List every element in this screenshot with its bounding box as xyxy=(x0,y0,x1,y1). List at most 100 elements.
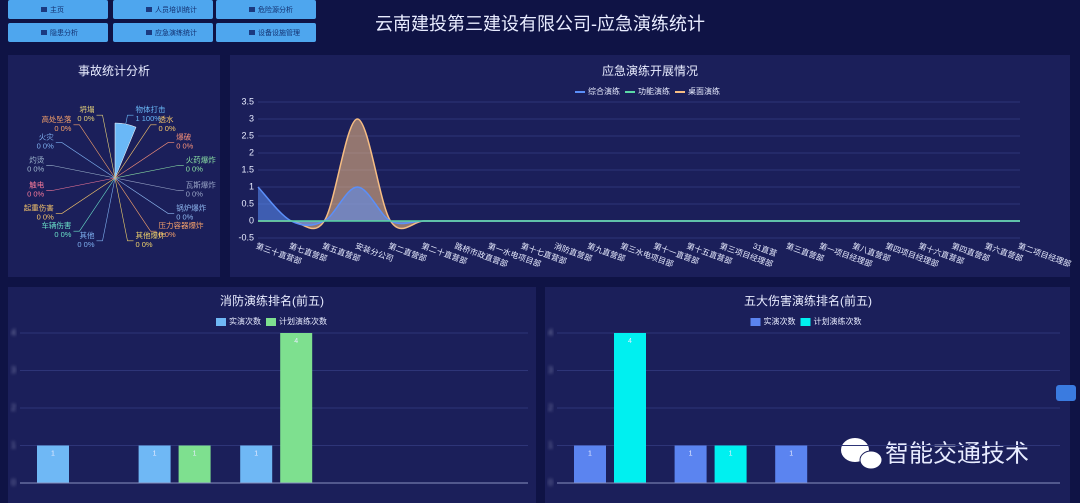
slice-label: 车辆伤害 xyxy=(41,220,71,230)
y-tick-label: -0.5 xyxy=(238,232,254,242)
slice-label: 锅炉爆炸 xyxy=(176,203,206,213)
bar-value: 1 xyxy=(51,450,55,457)
y-tick-label: 2.5 xyxy=(241,130,254,140)
panel-title: 应急演练开展情况 xyxy=(602,63,698,78)
slice-value: 0 0% xyxy=(27,164,44,173)
slice-value: 0 0% xyxy=(176,213,193,222)
label-line xyxy=(114,165,184,179)
bar xyxy=(280,333,313,483)
nav-label[interactable]: 人员培训统计 xyxy=(155,5,197,14)
legend-symbol xyxy=(800,318,811,326)
legend-symbol xyxy=(216,318,226,326)
y-tick-label: 3 xyxy=(548,365,553,375)
slice-label: 灼烫 xyxy=(29,154,44,164)
nav-label[interactable]: 主页 xyxy=(50,5,64,14)
label-line xyxy=(114,124,157,179)
y-tick-label: 4 xyxy=(548,327,553,337)
wechat-icon xyxy=(859,450,883,470)
y-tick-label: 1 xyxy=(11,440,16,450)
y-tick-label: 1.5 xyxy=(241,164,254,174)
slice-value: 0 0% xyxy=(77,240,94,249)
slice-label: 压力容器爆炸 xyxy=(159,220,204,230)
bar xyxy=(574,445,606,483)
nav-label[interactable]: 设备设施管理 xyxy=(258,28,300,37)
slice-label: 火药爆炸 xyxy=(186,154,216,164)
nav-icon xyxy=(249,7,255,12)
panel-title: 消防演练排名(前五) xyxy=(220,293,324,308)
slice-value: 0 0% xyxy=(37,141,54,150)
nav-button[interactable] xyxy=(216,23,316,42)
y-tick-label: 0 xyxy=(548,477,553,487)
y-tick-label: 3.5 xyxy=(241,96,254,106)
nav-button[interactable] xyxy=(216,0,316,19)
nav-label[interactable]: 隐患分析 xyxy=(50,28,78,37)
nav-icon xyxy=(146,30,152,35)
bar-value: 4 xyxy=(294,338,298,345)
panel xyxy=(8,55,220,277)
label-line xyxy=(46,165,116,179)
y-tick-label: 3 xyxy=(249,113,254,123)
nav-label[interactable]: 危险源分析 xyxy=(258,5,293,14)
slice-value: 0 0% xyxy=(37,213,54,222)
nav-label[interactable]: 应急演练统计 xyxy=(155,28,197,37)
y-tick-label: 1 xyxy=(249,181,254,191)
y-tick-label: 1 xyxy=(548,440,553,450)
nav-icon xyxy=(146,7,152,12)
slice-value: 0 0% xyxy=(186,164,203,173)
bar xyxy=(178,445,211,483)
panel-title: 五大伤害演练排名(前五) xyxy=(744,293,872,308)
legend-label: 计划演练次数 xyxy=(814,316,862,326)
legend-label: 综合演练 xyxy=(588,86,620,96)
nav-button[interactable] xyxy=(113,0,213,19)
slice-label: 瓦斯爆炸 xyxy=(186,179,216,189)
slice-label: 爆破 xyxy=(176,131,191,141)
legend-label: 计划演练次数 xyxy=(279,316,327,326)
label-line xyxy=(114,114,134,179)
label-line xyxy=(114,177,157,232)
nav-button[interactable] xyxy=(8,23,108,42)
label-line xyxy=(114,177,175,214)
slice-label: 其他爆炸 xyxy=(135,230,165,240)
slice-value: 0 0% xyxy=(27,189,44,198)
slice-label: 物体打击 xyxy=(135,104,165,114)
slice-value: 0 0% xyxy=(54,124,71,133)
y-tick-label: 4 xyxy=(11,327,16,337)
bar xyxy=(714,445,747,483)
y-tick-label: 3 xyxy=(11,365,16,375)
slice-label: 起重伤害 xyxy=(24,203,54,213)
slice-value: 0 0% xyxy=(159,124,176,133)
bar-value: 1 xyxy=(153,450,157,457)
side-button[interactable] xyxy=(1056,385,1076,401)
slice-label: 透水 xyxy=(159,114,174,124)
slice-label: 其他 xyxy=(80,230,95,240)
watermark-text: 智能交通技术 xyxy=(885,440,1029,467)
y-tick-label: 0 xyxy=(11,477,16,487)
watermark: 智能交通技术 xyxy=(841,438,1029,470)
label-line xyxy=(96,177,116,242)
slice-value: 0 0% xyxy=(159,230,176,239)
slice-label: 高处坠落 xyxy=(41,114,71,124)
y-tick-label: 2 xyxy=(249,147,254,157)
slice-label: 火灾 xyxy=(39,131,54,141)
label-line xyxy=(96,114,116,179)
slice-value: 0 0% xyxy=(186,189,203,198)
legend-symbol xyxy=(266,318,276,326)
legend-label: 桌面演练 xyxy=(688,86,720,96)
page-title: 云南建投第三建设有限公司-应急演练统计 xyxy=(375,14,705,34)
slice-label: 触电 xyxy=(29,179,44,189)
label-line xyxy=(114,177,184,191)
label-line xyxy=(46,177,116,191)
bar xyxy=(614,333,646,483)
bar xyxy=(775,445,808,483)
label-line xyxy=(114,177,134,242)
slice-value: 0 0% xyxy=(135,240,152,249)
nav-button[interactable] xyxy=(8,0,108,19)
bar xyxy=(138,445,171,483)
nav-icon xyxy=(249,30,255,35)
nav-button[interactable] xyxy=(113,23,213,42)
bar-value: 1 xyxy=(588,450,592,457)
y-tick-label: 2 xyxy=(11,402,16,412)
nav-icon xyxy=(41,7,47,12)
